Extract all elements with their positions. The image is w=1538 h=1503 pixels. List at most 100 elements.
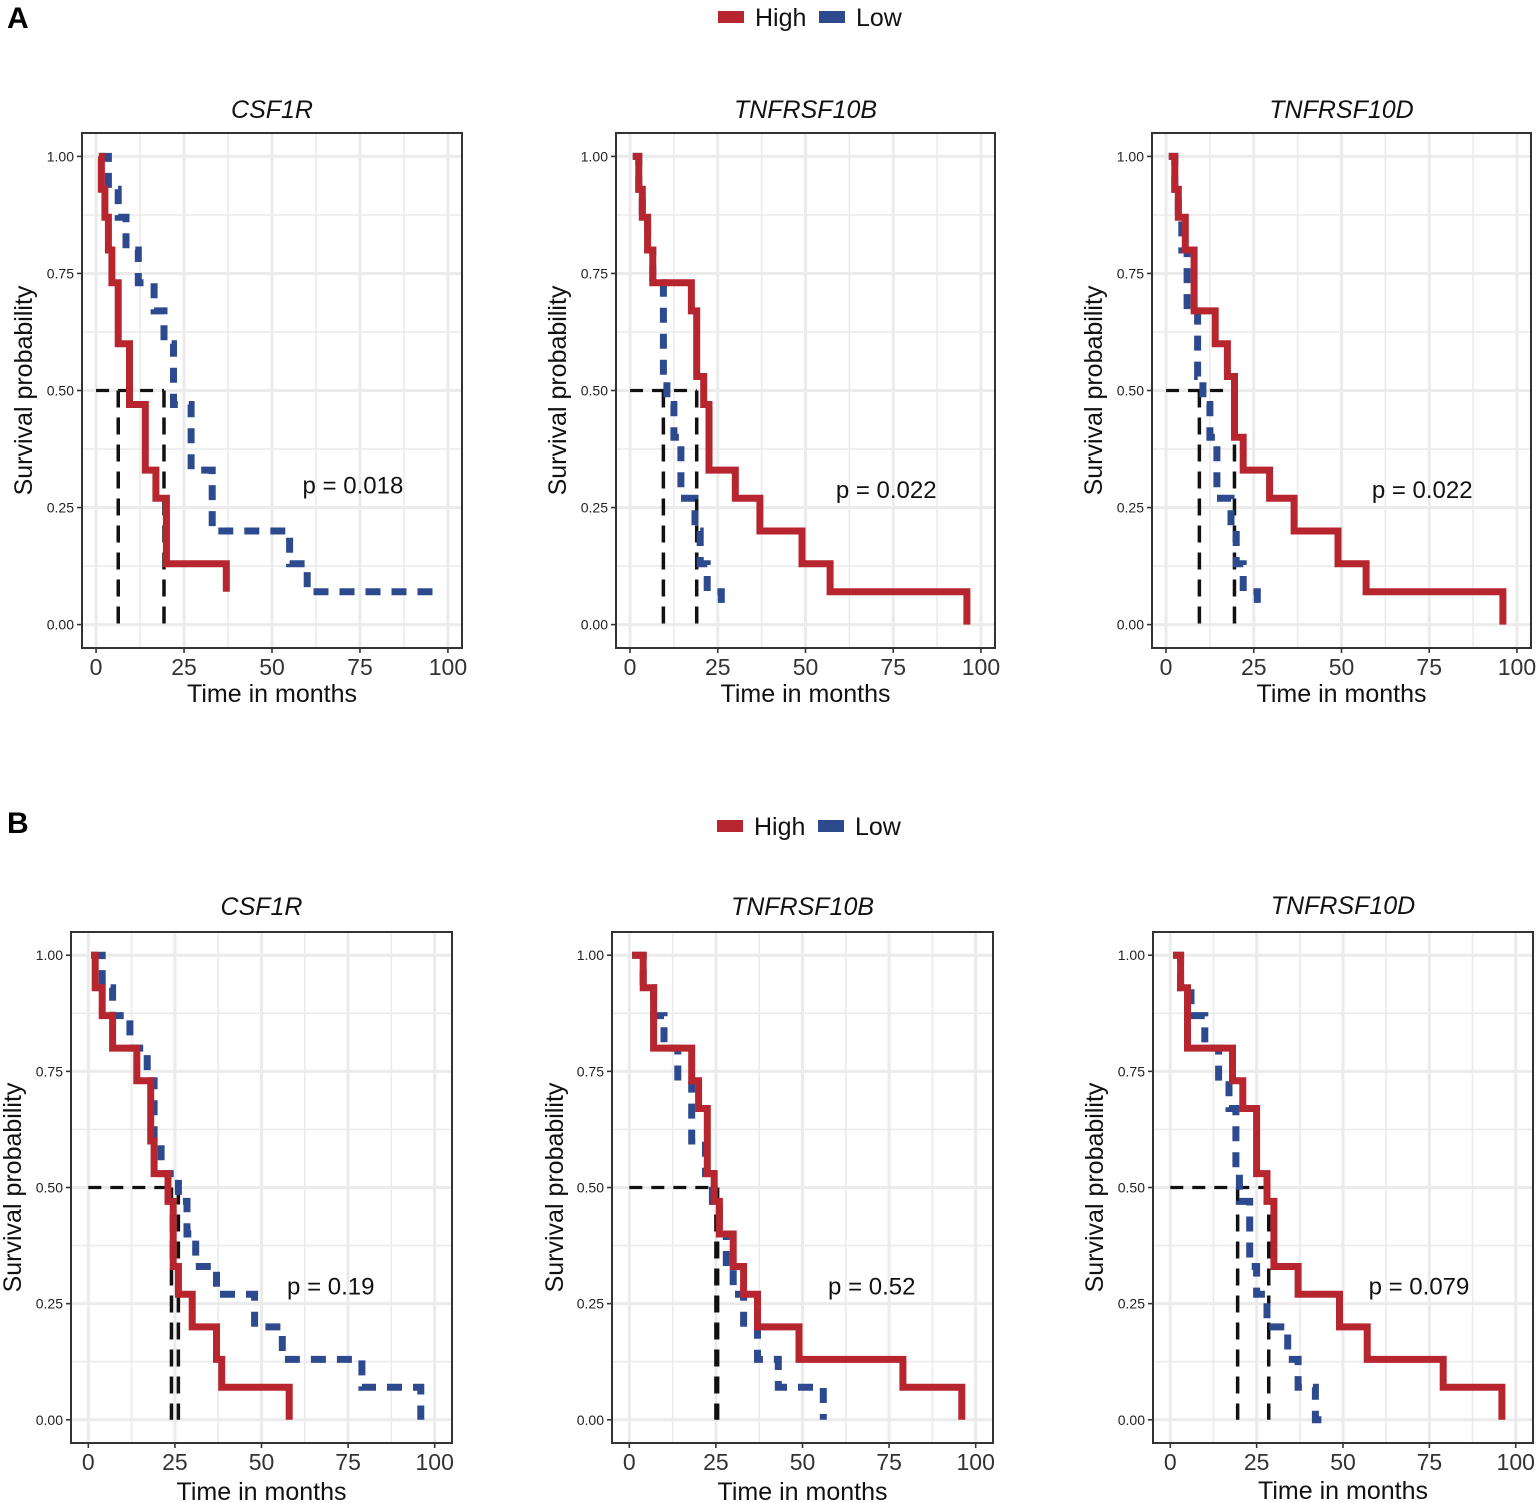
km-plot-a-tnfrsf10d: 0.00 0.25 0.50 0.75 1.00 0 25 50 75 100 TNFRSF10D T… bbox=[1080, 96, 1536, 708]
legend-label-high: High bbox=[755, 4, 806, 32]
y-tick-label: 0.50 bbox=[47, 383, 74, 399]
x-tick-label: 100 bbox=[1498, 654, 1536, 680]
plot-title: TNFRSF10D bbox=[1271, 892, 1415, 920]
y-tick-label: 0.50 bbox=[577, 1180, 604, 1196]
x-tick-label: 100 bbox=[415, 1449, 453, 1475]
x-axis-label: Time in months bbox=[187, 680, 357, 708]
y-tick-label: 0.25 bbox=[1118, 1296, 1145, 1312]
y-tick-label: 0.00 bbox=[1118, 1412, 1145, 1428]
x-tick-label: 0 bbox=[90, 654, 103, 680]
legend-swatch-high bbox=[718, 11, 744, 23]
x-tick-label: 50 bbox=[790, 1449, 816, 1475]
gridlines bbox=[1153, 932, 1533, 1443]
legend: High Low bbox=[718, 4, 903, 32]
y-axis-label: Survival probability bbox=[0, 1082, 27, 1292]
p-value-label: p = 0.018 bbox=[303, 473, 404, 500]
gridlines bbox=[71, 932, 452, 1443]
y-axis-label: Survival probability bbox=[544, 285, 572, 495]
x-tick-label: 25 bbox=[703, 1449, 729, 1475]
plot-title: CSF1R bbox=[221, 893, 303, 921]
panel-letter: A bbox=[7, 2, 29, 35]
y-axis-label: Survival probability bbox=[1080, 285, 1108, 495]
y-tick-label: 1.00 bbox=[1118, 947, 1145, 963]
p-value-label: p = 0.19 bbox=[287, 1273, 374, 1300]
plot-title: TNFRSF10B bbox=[734, 96, 877, 124]
p-value-label: p = 0.022 bbox=[1372, 477, 1473, 504]
x-tick-label: 100 bbox=[1497, 1449, 1535, 1475]
legend-swatch-high bbox=[717, 820, 743, 832]
x-tick-label: 75 bbox=[335, 1449, 361, 1475]
survival-curve-high bbox=[1173, 951, 1506, 1420]
x-tick-label: 75 bbox=[876, 1449, 902, 1475]
plot-title: TNFRSF10D bbox=[1269, 96, 1413, 124]
x-tick-label: 0 bbox=[82, 1449, 95, 1475]
y-tick-label: 0.50 bbox=[1117, 383, 1144, 399]
x-tick-label: 50 bbox=[249, 1449, 275, 1475]
y-tick-label: 0.50 bbox=[1118, 1180, 1145, 1196]
y-tick-label: 0.50 bbox=[581, 383, 608, 399]
x-tick-label: 50 bbox=[259, 654, 285, 680]
x-tick-label: 100 bbox=[962, 654, 1000, 680]
y-tick-label: 1.00 bbox=[47, 148, 74, 164]
survival-curve-high bbox=[91, 951, 293, 1420]
plot-title: CSF1R bbox=[231, 96, 313, 124]
p-value-label: p = 0.022 bbox=[836, 477, 937, 504]
median-lines bbox=[630, 388, 699, 625]
gridlines bbox=[616, 133, 995, 648]
gridlines bbox=[82, 133, 462, 648]
y-tick-label: 1.00 bbox=[1117, 148, 1144, 164]
x-tick-label: 25 bbox=[162, 1449, 188, 1475]
x-tick-label: 50 bbox=[1329, 654, 1355, 680]
y-tick-label: 0.75 bbox=[1117, 265, 1144, 281]
x-tick-label: 0 bbox=[1160, 654, 1173, 680]
x-tick-label: 75 bbox=[347, 654, 373, 680]
km-plot-a-csf1r: 0.00 0.25 0.50 0.75 1.00 0 25 50 75 100 CSF1R Time … bbox=[10, 96, 467, 708]
gridlines bbox=[612, 932, 993, 1443]
y-tick-label: 0.25 bbox=[47, 500, 74, 516]
y-tick-label: 0.00 bbox=[36, 1412, 63, 1428]
x-tick-label: 75 bbox=[1417, 1449, 1443, 1475]
x-tick-label: 0 bbox=[1164, 1449, 1177, 1475]
survival-curve-high bbox=[632, 152, 971, 625]
km-plot-b-csf1r: 0.00 0.25 0.50 0.75 1.00 0 25 50 75 100 CSF1R Time … bbox=[0, 893, 454, 1503]
x-tick-label: 0 bbox=[623, 1449, 636, 1475]
survival-curve-low bbox=[632, 152, 725, 611]
legend-label-low: Low bbox=[855, 813, 902, 841]
y-tick-label: 0.00 bbox=[581, 617, 608, 633]
x-axis-label: Time in months bbox=[1257, 680, 1427, 708]
p-value-label: p = 0.079 bbox=[1369, 1273, 1470, 1300]
x-axis-label: Time in months bbox=[721, 680, 891, 708]
x-axis-label: Time in months bbox=[177, 1478, 347, 1503]
km-plot-b-tnfrsf10d: 0.00 0.25 0.50 0.75 1.00 0 25 50 75 100 TNFRSF10D T… bbox=[1081, 892, 1535, 1503]
y-axis-label: Survival probability bbox=[541, 1082, 569, 1292]
survival-curve-high bbox=[97, 152, 230, 592]
legend-swatch-low bbox=[818, 820, 844, 832]
y-tick-label: 0.75 bbox=[36, 1063, 63, 1079]
x-tick-label: 75 bbox=[880, 654, 906, 680]
x-tick-label: 0 bbox=[624, 654, 637, 680]
y-tick-label: 0.25 bbox=[1117, 500, 1144, 516]
legend-swatch-low bbox=[819, 11, 845, 23]
survival-curve-low bbox=[1168, 152, 1261, 611]
y-tick-label: 0.50 bbox=[36, 1180, 63, 1196]
plot-title: TNFRSF10B bbox=[731, 893, 874, 921]
y-axis-label: Survival probability bbox=[1081, 1082, 1109, 1292]
y-tick-label: 0.75 bbox=[47, 265, 74, 281]
x-tick-label: 25 bbox=[705, 654, 731, 680]
y-tick-label: 0.00 bbox=[577, 1412, 604, 1428]
y-tick-label: 0.25 bbox=[36, 1296, 63, 1312]
panel-b-header: B High Low bbox=[7, 807, 902, 841]
y-tick-label: 0.75 bbox=[577, 1063, 604, 1079]
y-tick-label: 1.00 bbox=[581, 148, 608, 164]
survival-curve-high bbox=[632, 951, 966, 1420]
y-tick-label: 0.25 bbox=[577, 1296, 604, 1312]
gridlines bbox=[1152, 133, 1531, 648]
survival-curve-low bbox=[98, 152, 438, 596]
x-tick-label: 25 bbox=[1244, 1449, 1270, 1475]
panel-letter: B bbox=[7, 807, 29, 840]
y-tick-label: 0.75 bbox=[581, 265, 608, 281]
x-tick-label: 25 bbox=[1241, 654, 1267, 680]
legend: High Low bbox=[717, 813, 902, 841]
x-tick-label: 75 bbox=[1416, 654, 1442, 680]
